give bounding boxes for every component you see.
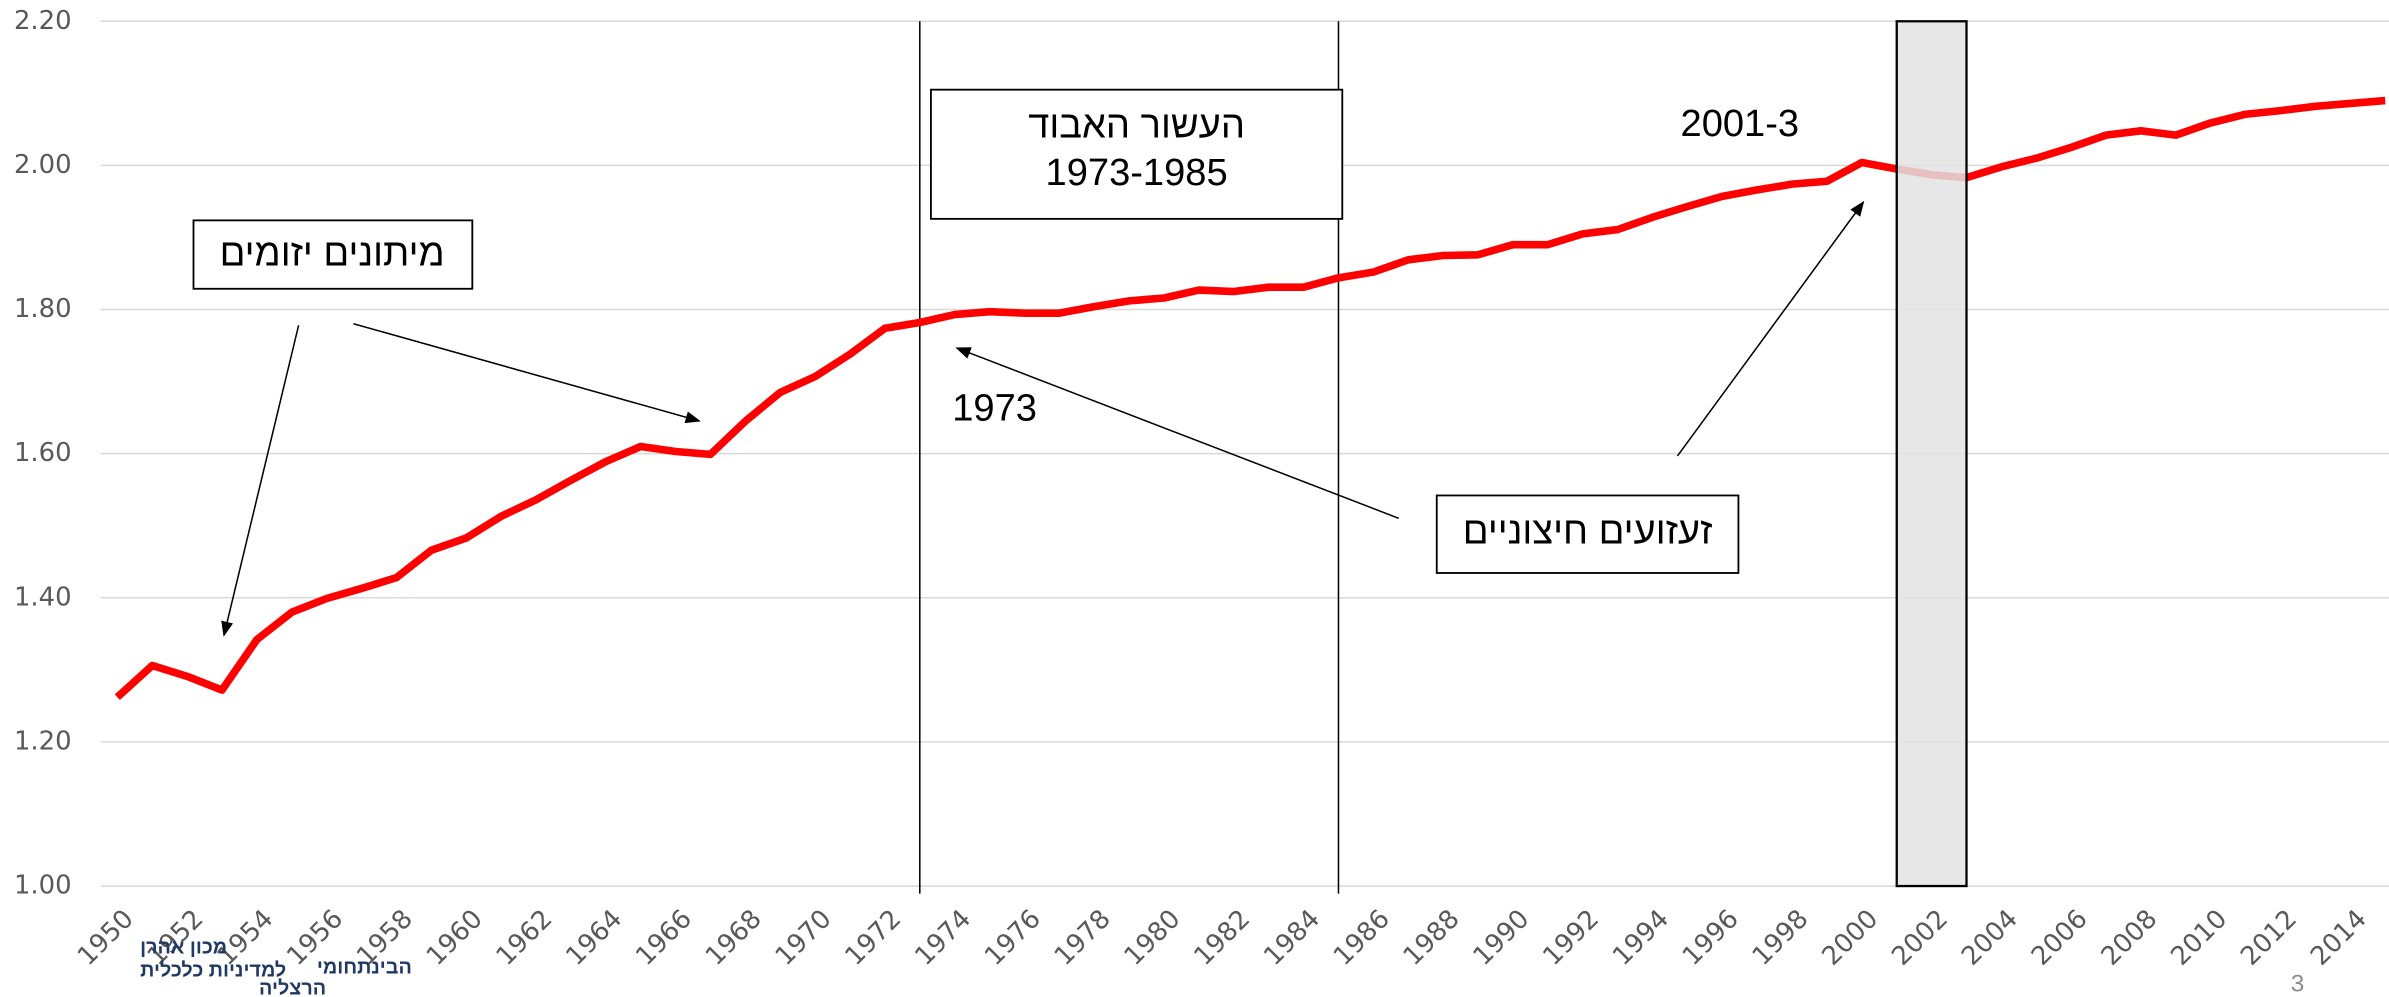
logo-text: הרצליה [259, 978, 326, 997]
x-tick-label: 1962 [491, 904, 559, 972]
x-tick-label: 2000 [1816, 904, 1884, 972]
x-tick-label: 1960 [421, 904, 489, 972]
y-tick-label: 1.40 [14, 582, 72, 612]
annotation-box [192, 219, 474, 290]
x-tick-label: 2008 [2096, 904, 2164, 972]
x-tick-label: 1972 [840, 904, 908, 972]
arrow [1676, 200, 1865, 457]
y-tick-label: 1.20 [14, 726, 72, 756]
x-tick-label: 1974 [909, 904, 977, 972]
x-tick-label: 1982 [1188, 904, 1256, 972]
annotation: זעזועים חיצוניים [1463, 511, 1713, 553]
annotation: 1973-1985 [1046, 152, 1228, 194]
page-number: 3 [2291, 970, 2305, 997]
x-tick-label: 1950 [72, 904, 140, 972]
x-tick-label: 1970 [770, 904, 838, 972]
y-tick-label: 1.80 [14, 294, 72, 324]
annotation-box [930, 88, 1344, 220]
annotation: העשור האבוד [1028, 105, 1245, 147]
x-tick-label: 1994 [1607, 904, 1675, 972]
x-tick-label: 1978 [1049, 904, 1117, 972]
x-tick-label: 1968 [700, 904, 768, 972]
arrow [955, 347, 1399, 519]
logo-text: מכון אהרן [140, 937, 227, 959]
data-line [114, 96, 2386, 701]
x-tick-label: 1980 [1119, 904, 1187, 972]
x-tick-label: 2006 [2026, 904, 2094, 972]
annotation: 2001-3 [1681, 103, 1800, 145]
arrow [353, 322, 701, 424]
logo-text: למדיניות כלכלית [140, 959, 286, 981]
y-tick-label: 1.00 [14, 871, 72, 901]
x-tick-label: 2014 [2305, 904, 2373, 972]
x-tick-label: 2004 [1956, 904, 2024, 972]
shaded-region [1895, 20, 1968, 888]
x-tick-label: 1986 [1328, 904, 1396, 972]
x-tick-label: 1992 [1537, 904, 1605, 972]
x-tick-label: 1990 [1468, 904, 1536, 972]
logo-text: הבינתחומי [317, 956, 412, 978]
x-tick-label: 1998 [1747, 904, 1815, 972]
x-tick-label: 1988 [1398, 904, 1466, 972]
x-tick-label: 2012 [2235, 904, 2303, 972]
annotation: מיתונים יזומים [220, 232, 445, 274]
x-tick-label: 1996 [1677, 904, 1745, 972]
x-tick-label: 1964 [560, 904, 628, 972]
y-tick-label: 1.60 [14, 438, 72, 468]
annotation-box [1435, 494, 1740, 574]
x-tick-label: 1966 [630, 904, 698, 972]
x-tick-label: 1984 [1258, 904, 1326, 972]
arrow [221, 325, 300, 637]
x-tick-label: 1976 [979, 904, 1047, 972]
x-tick-label: 2002 [1886, 904, 1954, 972]
x-tick-label: 2010 [2165, 904, 2233, 972]
y-tick-label: 2.20 [14, 6, 72, 36]
annotation: 1973 [952, 387, 1037, 429]
y-tick-label: 2.00 [14, 150, 72, 180]
